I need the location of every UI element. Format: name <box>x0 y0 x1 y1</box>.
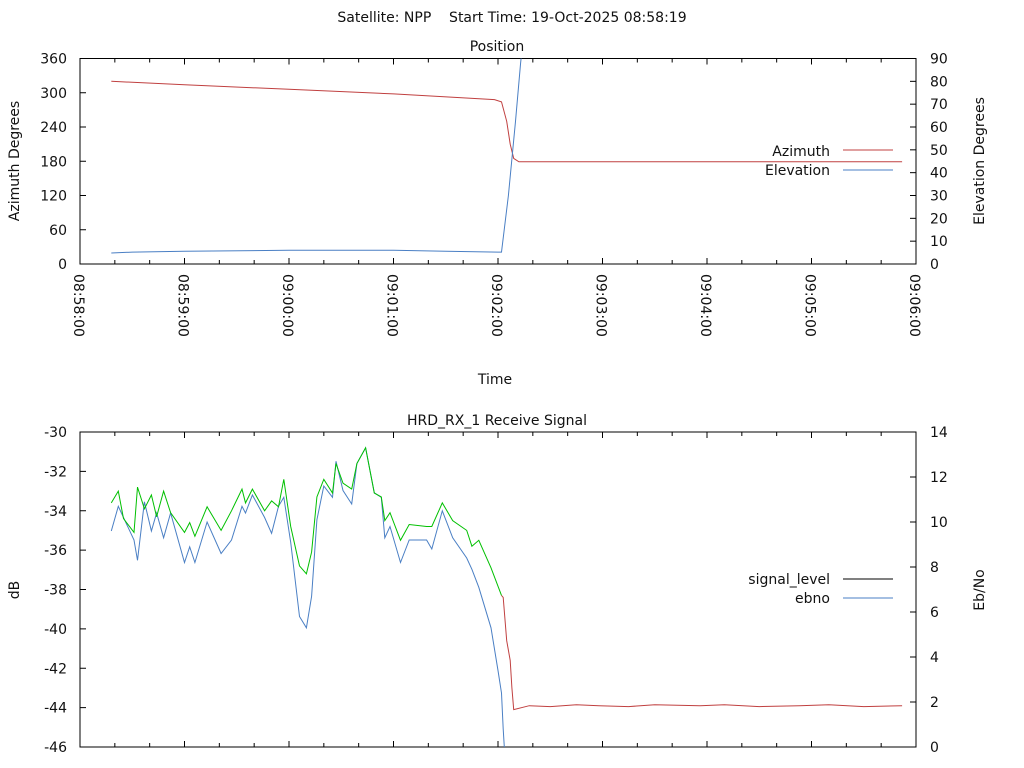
y2-axis-label: Elevation Degrees <box>972 97 988 225</box>
y2-tick-label: 2 <box>930 695 939 711</box>
y2-tick-label: 20 <box>930 211 948 227</box>
position-chart: Position Time Azimuth Degrees Elevation … <box>7 39 988 388</box>
y-tick-label: 360 <box>40 52 67 68</box>
legend-label-elevation: Elevation <box>765 163 830 179</box>
y-axis-label: Azimuth Degrees <box>7 101 23 221</box>
x-tick-label: 09:02:00 <box>488 274 504 337</box>
y-tick-label: -44 <box>44 701 67 717</box>
receive-signal-chart: HRD_RX_1 Receive Signal dB Eb/No signal_… <box>7 413 988 756</box>
y2-tick-label: 80 <box>930 74 948 90</box>
legend-label-signal-level: signal_level <box>748 572 830 588</box>
report-title: Satellite: NPP Start Time: 19-Oct-2025 0… <box>337 10 686 26</box>
plot-area <box>110 446 903 747</box>
y2-tick-label: 0 <box>930 740 939 756</box>
y-tick-label: -34 <box>44 504 67 520</box>
y2-tick-label: 10 <box>930 515 948 531</box>
y2-tick-label: 12 <box>930 470 948 486</box>
y2-tick-label: 50 <box>930 143 948 159</box>
y-tick-label: -38 <box>44 583 67 599</box>
x-tick-label: 09:05:00 <box>802 274 818 337</box>
y-tick-label: -46 <box>44 740 67 756</box>
x-tick-label: 09:04:00 <box>697 274 713 337</box>
y-tick-label: 120 <box>40 189 67 205</box>
x-tick-label: 09:00:00 <box>279 274 295 337</box>
y2-axis-label: Eb/No <box>972 569 988 611</box>
y-tick-label: -32 <box>44 464 67 480</box>
y-tick-label: 180 <box>40 154 67 170</box>
y-tick-label: -40 <box>44 622 67 638</box>
y2-tick-label: 14 <box>930 425 948 441</box>
x-tick-label: 09:01:00 <box>384 274 400 337</box>
y2-tick-label: 70 <box>930 97 948 113</box>
y-tick-label: 0 <box>58 257 67 273</box>
x-tick-label: 09:06:00 <box>906 274 922 337</box>
plot-frame <box>79 431 917 748</box>
y2-tick-label: 10 <box>930 234 948 250</box>
y-tick-label: -30 <box>44 425 67 441</box>
chart-title: Position <box>470 39 525 55</box>
y2-tick-label: 40 <box>930 166 948 182</box>
y-tick-label: 240 <box>40 120 67 136</box>
elevation-line <box>111 58 522 254</box>
y-axis-label: dB <box>7 581 23 600</box>
y-tick-label: 300 <box>40 86 67 102</box>
plot-area <box>111 58 903 254</box>
y-tick-label: 60 <box>49 223 67 239</box>
y-tick-label: -42 <box>44 661 67 677</box>
y2-tick-label: 30 <box>930 189 948 205</box>
y2-tick-label: 90 <box>930 52 948 68</box>
y2-tick-label: 4 <box>930 650 939 666</box>
x-axis-label: Time <box>477 372 512 388</box>
signal-level-line-locked <box>110 446 502 596</box>
y2-tick-label: 8 <box>930 560 939 576</box>
legend-label-azimuth: Azimuth <box>772 144 830 160</box>
y-tick-label: -36 <box>44 543 67 559</box>
plot-frame <box>79 58 917 265</box>
chart-title: HRD_RX_1 Receive Signal <box>407 413 587 429</box>
y2-tick-label: 60 <box>930 120 948 136</box>
azimuth-line <box>111 80 903 163</box>
signal-level-line-unlocked <box>501 595 903 711</box>
ebno-line <box>110 446 505 747</box>
y2-tick-label: 0 <box>930 257 939 273</box>
x-tick-label: 08:59:00 <box>175 274 191 337</box>
x-tick-label: 08:58:00 <box>70 274 86 337</box>
legend-label-ebno: ebno <box>795 591 830 607</box>
x-tick-label: 09:03:00 <box>593 274 609 337</box>
y2-tick-label: 6 <box>930 605 939 621</box>
